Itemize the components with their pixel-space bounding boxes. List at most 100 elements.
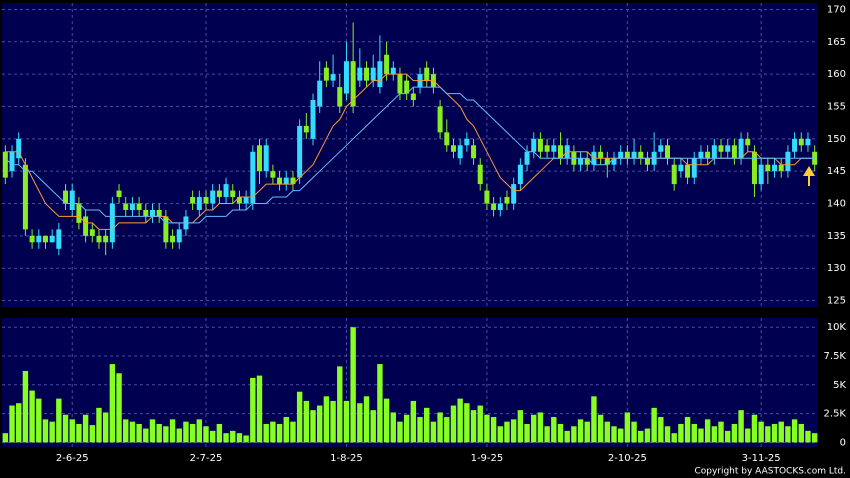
candle-body (170, 235, 176, 243)
volume-bar (437, 412, 443, 443)
volume-bar (417, 417, 423, 443)
volume-bar (116, 373, 122, 443)
volume-bar (42, 419, 49, 443)
volume-bar (62, 414, 69, 443)
candle-body (210, 190, 216, 204)
volume-bar (631, 421, 637, 443)
volume-bar (82, 414, 89, 443)
candle-body (196, 197, 202, 210)
candle-body (250, 151, 256, 204)
volume-bar (617, 428, 624, 443)
volume-bar (263, 423, 269, 443)
volume-bar (49, 421, 55, 443)
moving-average-line (4, 86, 815, 224)
candle-body (290, 177, 296, 185)
candle-body (9, 151, 15, 172)
volume-bar (704, 419, 711, 443)
candle-body (323, 67, 329, 81)
candle-body (731, 145, 737, 159)
arrow-icon (803, 166, 815, 186)
volume-bar (323, 396, 330, 443)
candle-body (644, 158, 650, 165)
volume-bar (196, 419, 203, 443)
x-tick-label: 1-8-25 (330, 453, 363, 464)
volume-bar (771, 423, 778, 443)
candle-body (424, 67, 430, 81)
volume-bar (651, 407, 657, 443)
candle-body (283, 177, 289, 185)
candle-body (524, 151, 530, 165)
candle-body (477, 164, 483, 185)
volume-bar (751, 414, 758, 443)
volume-bar (457, 398, 463, 443)
volume-bar (644, 428, 651, 443)
volume-bar (664, 426, 671, 443)
volume-bar (377, 364, 383, 443)
candle-body (631, 151, 637, 159)
candle-body (557, 145, 563, 159)
volume-bar (811, 433, 818, 443)
candle-body (123, 203, 129, 210)
candle-body (22, 164, 28, 230)
candle-body (337, 87, 343, 107)
candle-body (370, 67, 376, 81)
candle-body (457, 145, 463, 159)
candle-body (76, 203, 82, 223)
candle-body (16, 138, 22, 159)
volume-bar (778, 421, 784, 443)
y-tick-label: 130 (827, 263, 846, 274)
volume-bar (517, 410, 524, 443)
volume-bar (798, 423, 804, 443)
candle-body (678, 164, 684, 172)
volume-bar (604, 421, 611, 443)
x-tick-label: 2-6-25 (56, 453, 89, 464)
candle-body (778, 164, 784, 172)
volume-bar (270, 421, 276, 443)
x-tick-label: 2-10-25 (608, 453, 647, 464)
price-panel (2, 3, 818, 307)
candle-body (236, 197, 242, 204)
candle-body (364, 67, 370, 81)
candle-body (263, 145, 269, 172)
candle-body (230, 190, 236, 198)
candle-body (698, 151, 704, 159)
candle-body (671, 164, 677, 185)
volume-bar (537, 412, 544, 443)
y-tick-label: 7.5K (824, 351, 847, 362)
candle-body (149, 209, 155, 217)
volume-bar (290, 421, 296, 443)
volume-bar (551, 417, 557, 443)
candle-body (223, 184, 229, 198)
candle-body (584, 158, 590, 165)
x-tick-label: 3-11-25 (742, 453, 781, 464)
candle-body (190, 197, 196, 204)
volume-bar (296, 391, 303, 443)
volume-bar (470, 410, 477, 443)
candle-body (618, 151, 624, 159)
candle-body (725, 145, 731, 152)
y-tick-label: 150 (827, 134, 846, 145)
volume-bar (718, 421, 724, 443)
volume-bar (189, 423, 196, 443)
volume-bar (56, 398, 62, 443)
volume-bar (303, 400, 310, 443)
volume-bar (524, 423, 530, 443)
candle-body (544, 145, 550, 152)
volume-bar (577, 419, 584, 443)
candle-body (257, 145, 263, 172)
volume-bar (149, 419, 156, 443)
candle-body (384, 54, 390, 75)
candle-body (410, 93, 416, 101)
volume-bar (209, 430, 216, 443)
volume-bar (276, 423, 283, 443)
candle-body (49, 235, 55, 243)
candle-body (718, 145, 724, 152)
copyright: Copyright by AASTOCKS.com Ltd. (694, 467, 846, 477)
candle-body (129, 203, 135, 210)
candle-body (56, 229, 62, 249)
candle-body (785, 151, 791, 172)
candle-body (685, 164, 691, 178)
volume-bar (256, 375, 263, 443)
